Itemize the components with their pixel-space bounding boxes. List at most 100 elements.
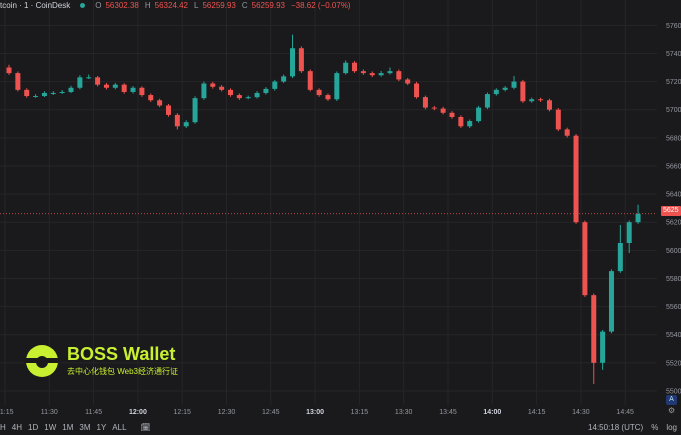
candle-body (245, 97, 251, 99)
candle-body (201, 83, 207, 99)
candle-body (24, 89, 30, 97)
candle-body (68, 87, 74, 92)
candle-body (219, 86, 225, 90)
candle-body (121, 84, 127, 92)
time-tick-label: 12:15 (173, 409, 191, 416)
candle-body (449, 112, 455, 117)
time-tick-label: 12:30 (218, 409, 236, 416)
candle-body (396, 71, 402, 80)
candles (6, 34, 641, 384)
close-value: 56259.93 (251, 1, 285, 10)
price-axis[interactable]: 5500 5520 5540 5560 5580 5600 5620 5640 5660 5680… (666, 23, 681, 396)
utc-clock[interactable]: 14:50:18 (UTC) (588, 423, 644, 432)
timeframe-h[interactable]: H (0, 423, 6, 432)
percent-scale-toggle[interactable]: % (651, 423, 659, 432)
time-tick-label: 11:15 (0, 409, 14, 416)
candle-body (573, 135, 579, 223)
grid-lines (0, 0, 657, 405)
candle-body (210, 83, 216, 87)
calendar-range-icon[interactable]: 🗓 (140, 423, 151, 432)
candle-body (467, 121, 473, 127)
timeframe-1y[interactable]: 1Y (96, 423, 107, 432)
candle-body (59, 91, 65, 93)
candle-body (600, 331, 606, 363)
candle-body (378, 73, 384, 76)
candle-body (484, 94, 490, 108)
price-tick-label: 5640 (666, 192, 681, 199)
candle-body (493, 89, 499, 95)
gear-icon[interactable]: ⚙ (668, 406, 676, 415)
candle-body (298, 48, 304, 72)
candle-body (272, 81, 278, 89)
time-tick-label: 13:00 (306, 409, 324, 416)
symbol-title[interactable]: tcoin · 1 · CoinDesk (0, 1, 71, 10)
time-tick-label: 12:45 (262, 409, 280, 416)
candle-body (157, 100, 163, 106)
high-label: H (144, 1, 151, 10)
candle-body (15, 73, 21, 90)
time-tick-label: 14:30 (572, 409, 590, 416)
candle-body (502, 87, 508, 90)
watermark-subtitle: 去中心化钱包 Web3经济通行证 (67, 367, 178, 376)
time-tick-label: 13:15 (351, 409, 369, 416)
candle-body (41, 92, 47, 97)
candle-body (352, 62, 358, 72)
price-chart[interactable]: 5500 5520 5540 5560 5580 5600 5620 5640 5660 5680… (0, 0, 681, 418)
candle-body (112, 84, 118, 88)
candle-body (414, 83, 420, 98)
price-tick-label: 5720 (666, 79, 681, 86)
candle-body (431, 107, 437, 109)
timeframe-4h[interactable]: 4H (11, 423, 23, 432)
candle-body (290, 48, 296, 77)
candle-body (183, 122, 189, 127)
auto-scale-button[interactable]: A (666, 395, 677, 405)
candle-body (422, 97, 428, 108)
candle-body (546, 100, 552, 110)
candle-body (86, 77, 92, 79)
price-tick-label: 5600 (666, 248, 681, 255)
candle-body (511, 81, 517, 88)
price-tick-label: 5660 (666, 163, 681, 170)
open-label: O (95, 1, 102, 10)
time-tick-label: 14:15 (528, 409, 546, 416)
high-value: 56324.42 (154, 1, 189, 10)
candle-body (130, 87, 136, 92)
candle-body (33, 96, 39, 98)
time-tick-label: 11:30 (41, 409, 58, 416)
candle-body (6, 67, 12, 74)
candle-body (103, 84, 109, 88)
candle-body (440, 108, 446, 113)
candle-body (148, 95, 154, 101)
low-label: L (194, 1, 199, 10)
ohlc-legend: tcoin · 1 · CoinDesk O 56302.38 H 56324.42… (0, 1, 353, 10)
time-tick-label: 14:00 (483, 409, 501, 416)
candle-body (617, 243, 623, 272)
market-status-dot (80, 3, 86, 8)
watermark-title: BOSS Wallet (67, 344, 176, 364)
candle-body (555, 109, 561, 130)
candle-body (254, 92, 260, 98)
candle-body (165, 105, 171, 115)
candle-body (529, 99, 535, 102)
log-scale-toggle[interactable]: log (666, 423, 677, 432)
price-tick-label: 5680 (666, 135, 681, 142)
candle-body (236, 95, 242, 99)
candle-body (50, 92, 56, 94)
timeframe-1m[interactable]: 1M (62, 423, 74, 432)
time-axis[interactable]: 11:15 11:30 11:45 12:00 12:15 12:30 12:45 13:00… (0, 409, 634, 416)
boss-wallet-logo-icon (24, 345, 60, 377)
price-tick-label: 5760 (666, 23, 681, 30)
timeframe-1d[interactable]: 1D (28, 423, 39, 432)
price-tick-label: 5580 (666, 276, 681, 283)
bottom-toolbar: H 4H 1D 1W 1M 3M 1Y ALL 🗓 14:50:18 (UTC)… (0, 420, 681, 435)
candle-body (325, 95, 331, 100)
candle-body (174, 114, 180, 127)
low-value: 56259.93 (202, 1, 236, 10)
timeframe-all[interactable]: ALL (112, 423, 127, 432)
timeframe-1w[interactable]: 1W (44, 423, 57, 432)
candle-body (635, 213, 641, 223)
candle-body (77, 77, 83, 88)
timeframe-3m[interactable]: 3M (79, 423, 91, 432)
price-tick-label: 5620 (666, 220, 681, 227)
current-price-tag: 5625 (661, 205, 681, 216)
